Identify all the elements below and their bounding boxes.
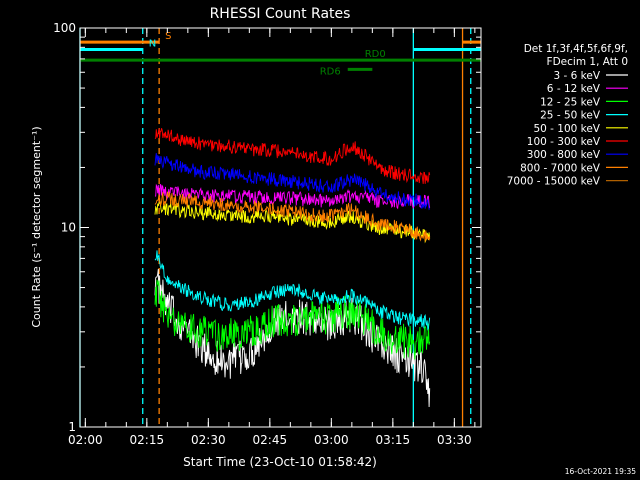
legend-label-800-7000-kev: 800 - 7000 keV [520, 162, 601, 174]
series-line-800-7000-kev [154, 191, 431, 242]
x-tick-label-0230: 02:30 [191, 433, 226, 447]
series-line-6-12-kev [154, 183, 431, 210]
series-line-300-800-kev [154, 153, 431, 211]
y-tick-label-1: 1 [68, 420, 76, 434]
y-axis-label: Count Rate (s⁻¹ detector segment⁻¹) [30, 126, 43, 327]
legend-label-6-12-kev: 6 - 12 keV [547, 83, 601, 95]
x-axis-label: Start Time (23-Oct-10 01:58:42) [183, 455, 377, 469]
x-tick-label-0215: 02:15 [130, 433, 165, 447]
footer-date: 16-Oct-2021 19:35 [565, 467, 636, 476]
series-layer [154, 128, 431, 408]
chart-title: RHESSI Count Rates [210, 6, 351, 22]
series-line-25-50-kev [154, 250, 431, 331]
y-tick-label-10: 10 [61, 221, 76, 235]
x-tick-label-0300: 03:00 [314, 433, 349, 447]
annotation-label-rd6: RD6 [320, 66, 341, 77]
legend-label-25-50-kev: 25 - 50 keV [540, 110, 601, 122]
legend-header-line-2: FDecim 1, Att 0 [547, 56, 628, 68]
legend-label-50-100-kev: 50 - 100 keV [533, 123, 600, 135]
legend-label-100-300-kev: 100 - 300 keV [527, 136, 601, 148]
series-line-100-300-kev [154, 128, 431, 184]
series-line-12-25-kev [154, 279, 431, 360]
x-tick-label-0330: 03:30 [437, 433, 472, 447]
y-tick-label-100: 100 [53, 21, 76, 35]
annotation-label-n: N [149, 39, 156, 50]
legend-label-12-25-kev: 12 - 25 keV [540, 96, 601, 108]
annotation-label-s: S [165, 31, 171, 42]
x-tick-label-0245: 02:45 [253, 433, 288, 447]
series-line-50-100-kev [154, 201, 431, 244]
axes-layer: 1 10 100 02:00 02:15 02:30 02:45 03:00 03:15 03:3… [53, 21, 482, 447]
x-tick-label-0200: 02:00 [68, 433, 103, 447]
legend-label-3-6-kev: 3 - 6 keV [553, 70, 600, 82]
legend-label-7000-15000-kev: 7000 - 15000 keV [507, 176, 601, 188]
x-tick-label-0315: 03:15 [376, 433, 411, 447]
legend-label-300-800-kev: 300 - 800 keV [527, 149, 601, 161]
annotations-layer: SN RD0 RD6 [80, 31, 481, 77]
legend-header-line-1: Det 1f,3f,4f,5f,6f,9f, [524, 43, 628, 55]
annotation-label-rd0: RD0 [365, 49, 386, 60]
